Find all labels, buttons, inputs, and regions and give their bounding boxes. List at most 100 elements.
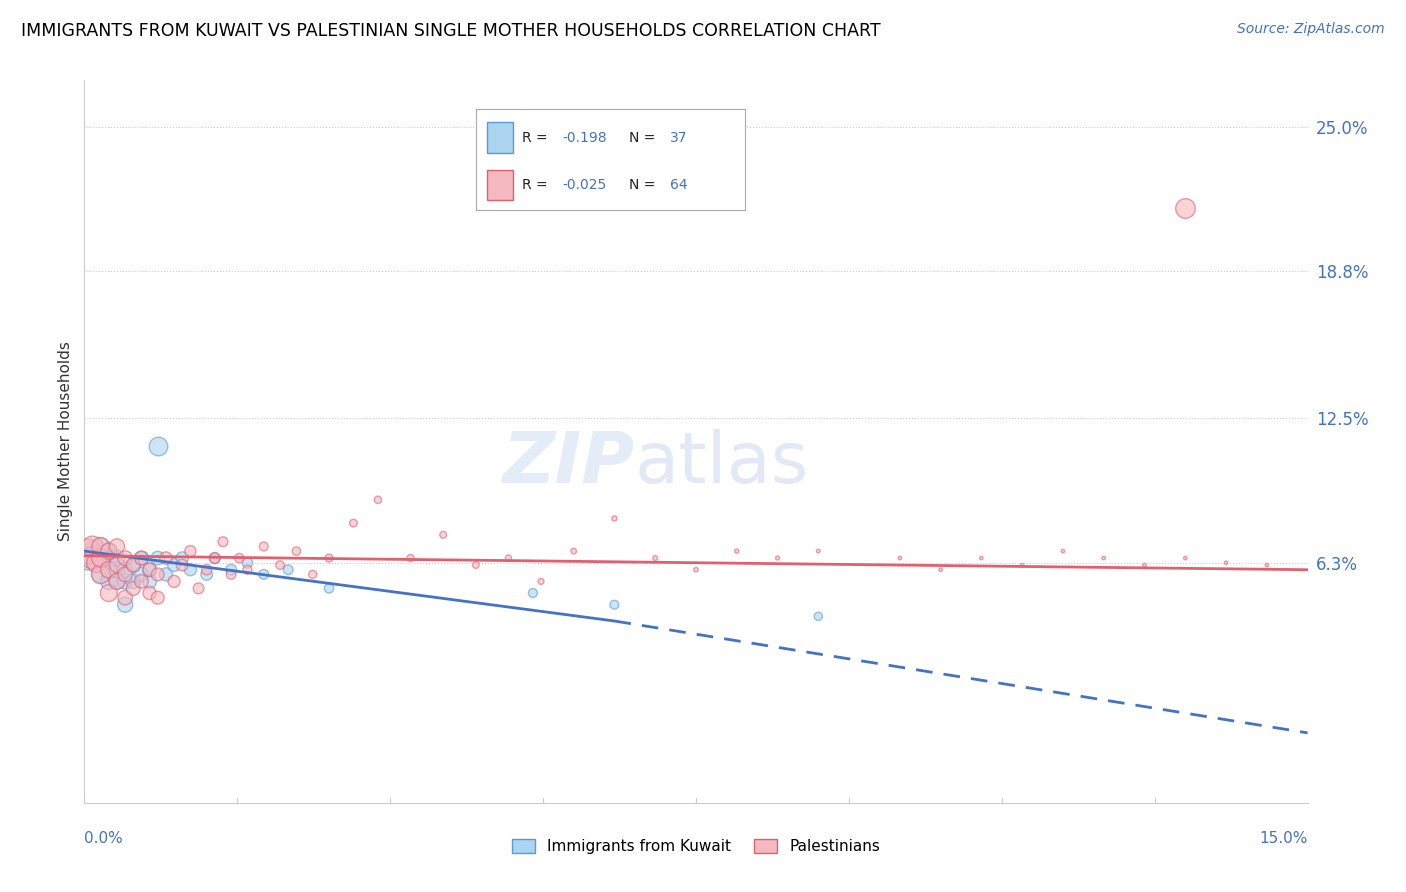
Point (269, 558, 291, 572)
Point (179, 544, 201, 558)
Point (970, 551, 993, 566)
Point (342, 516, 364, 530)
Point (77, 544, 100, 558)
Y-axis label: Single Mother Households: Single Mother Households (58, 342, 73, 541)
Point (97, 586, 120, 600)
Point (219, 567, 242, 582)
Point (155, 567, 177, 582)
Point (163, 558, 186, 572)
Point (97, 563, 120, 577)
Point (432, 528, 454, 542)
Point (318, 551, 340, 566)
Point (399, 551, 422, 566)
Point (1092, 551, 1115, 566)
Point (1256, 558, 1278, 572)
Point (318, 582, 340, 596)
Point (146, 567, 169, 582)
Point (138, 563, 160, 577)
Point (82, 551, 104, 566)
Point (929, 563, 952, 577)
Point (105, 574, 128, 589)
Point (105, 574, 128, 589)
Point (1052, 544, 1074, 558)
Point (562, 544, 585, 558)
Point (236, 556, 259, 570)
Point (172, 551, 194, 566)
Point (464, 558, 486, 572)
Point (204, 551, 226, 566)
Point (82, 544, 104, 558)
Point (253, 567, 276, 582)
Point (90, 567, 112, 582)
Point (82, 540, 104, 554)
Text: 0.0%: 0.0% (84, 830, 124, 846)
Point (86, 556, 108, 570)
Point (603, 511, 626, 525)
Point (105, 563, 128, 577)
Point (114, 591, 136, 605)
Point (114, 598, 136, 612)
Point (301, 567, 323, 582)
Point (90, 567, 112, 582)
Point (163, 574, 186, 589)
Point (131, 567, 153, 582)
Point (114, 574, 136, 589)
Point (155, 551, 177, 566)
Point (114, 551, 136, 566)
Point (146, 591, 169, 605)
Point (1011, 558, 1033, 572)
Point (122, 574, 145, 589)
Point (105, 540, 128, 554)
Point (90, 540, 112, 554)
Text: IMMIGRANTS FROM KUWAIT VS PALESTINIAN SINGLE MOTHER HOUSEHOLDS CORRELATION CHART: IMMIGRANTS FROM KUWAIT VS PALESTINIAN SI… (21, 22, 880, 40)
Point (236, 563, 259, 577)
Point (90, 551, 112, 566)
Legend: Immigrants from Kuwait, Palestinians: Immigrants from Kuwait, Palestinians (506, 833, 886, 860)
Point (97, 551, 120, 566)
Point (219, 563, 242, 577)
Point (253, 540, 276, 554)
Point (122, 558, 145, 572)
Point (195, 563, 218, 577)
Point (685, 563, 707, 577)
Point (807, 544, 830, 558)
Text: Source: ZipAtlas.com: Source: ZipAtlas.com (1237, 22, 1385, 37)
Point (807, 609, 830, 624)
Text: ZIP: ZIP (502, 429, 636, 498)
Point (86, 556, 108, 570)
Point (114, 563, 136, 577)
Point (277, 563, 299, 577)
Point (603, 598, 626, 612)
Point (1174, 202, 1197, 216)
Point (367, 492, 389, 507)
Point (172, 558, 194, 572)
Point (131, 551, 153, 566)
Point (146, 551, 169, 566)
Point (90, 540, 112, 554)
Point (725, 544, 748, 558)
Point (1133, 558, 1156, 572)
Point (522, 586, 544, 600)
Point (179, 563, 201, 577)
Point (228, 551, 250, 566)
Point (105, 551, 128, 566)
Point (146, 439, 169, 453)
Point (889, 551, 911, 566)
Point (1174, 551, 1197, 566)
Point (97, 563, 120, 577)
Point (97, 574, 120, 589)
Point (204, 551, 226, 566)
Point (212, 534, 235, 549)
Point (122, 558, 145, 572)
Point (1215, 556, 1237, 570)
Point (530, 574, 553, 589)
Point (122, 582, 145, 596)
Point (97, 544, 120, 558)
Point (114, 567, 136, 582)
Point (195, 567, 218, 582)
Point (498, 551, 520, 566)
Point (138, 586, 160, 600)
Point (90, 551, 112, 566)
Point (187, 582, 209, 596)
Text: 15.0%: 15.0% (1260, 830, 1308, 846)
